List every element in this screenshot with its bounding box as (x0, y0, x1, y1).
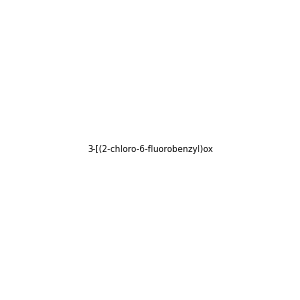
Text: 3-[(2-chloro-6-fluorobenzyl)ox: 3-[(2-chloro-6-fluorobenzyl)ox (87, 146, 213, 154)
